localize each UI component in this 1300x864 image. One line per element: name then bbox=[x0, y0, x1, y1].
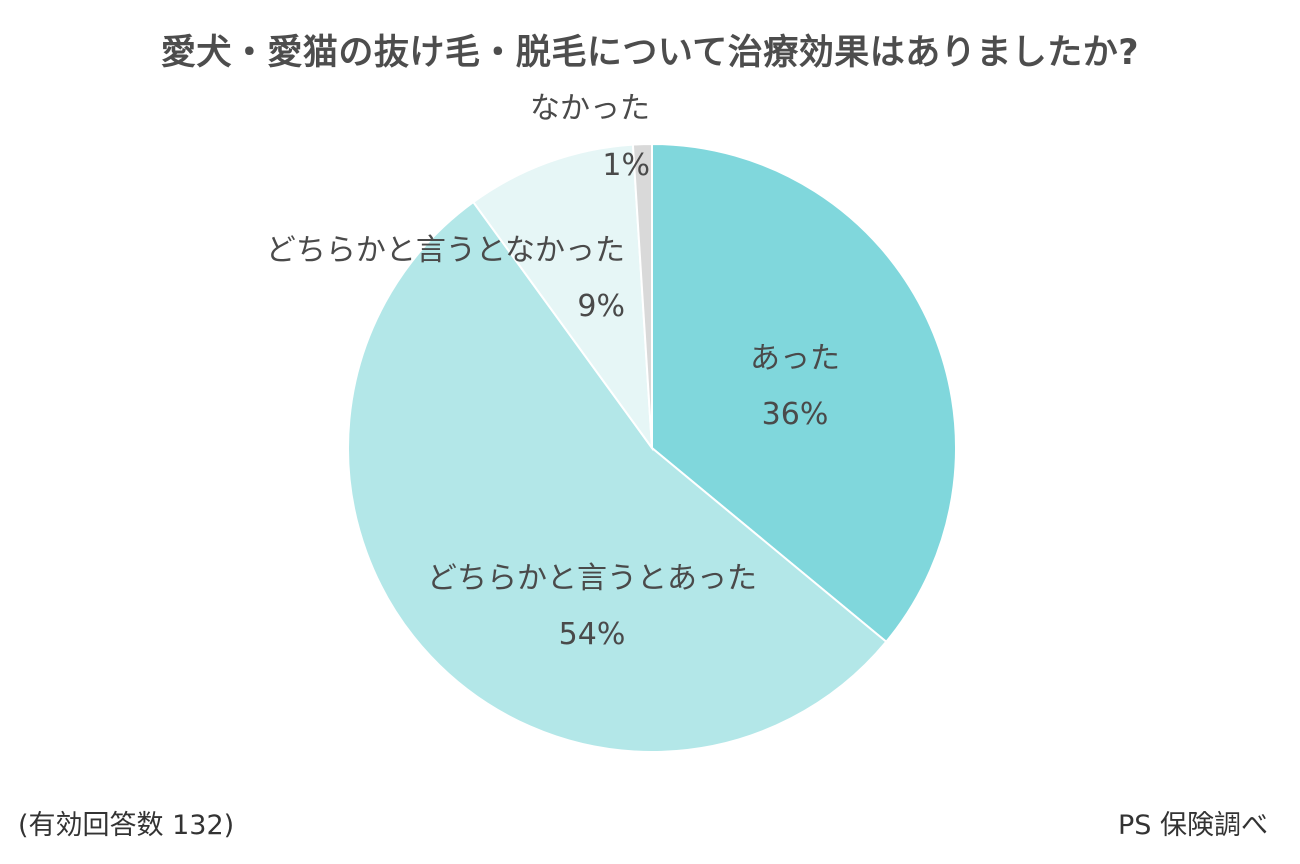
pie-slices bbox=[347, 142, 957, 753]
pie-labels: あった 36% どちらかと言うとあった 54% どちらかと言うとなかった 9% なかった 1% bbox=[266, 91, 840, 652]
slice-value-dochiraka-atta: 54% bbox=[559, 617, 626, 652]
slice-label-dochiraka-atta: どちらかと言うとあった bbox=[427, 561, 757, 596]
sample-size-note: (有効回答数 132) bbox=[18, 810, 235, 841]
slice-value-nakatta: 1% bbox=[602, 148, 650, 183]
source-note: PS 保険調べ bbox=[1117, 810, 1268, 841]
slice-label-atta: あった bbox=[750, 341, 840, 376]
pie-slice-atta bbox=[651, 142, 957, 644]
slice-label-nakatta: なかった bbox=[530, 91, 650, 126]
slice-label-dochiraka-nakatta: どちらかと言うとなかった bbox=[266, 233, 625, 268]
chart-title: 愛犬・愛猫の抜け毛・脱毛について治療効果はありましたか? bbox=[160, 33, 1140, 73]
pie-slice-nakatta bbox=[631, 142, 653, 449]
pie-slice-dochiraka-nakatta bbox=[471, 143, 654, 452]
pie-slice-dochiraka-atta bbox=[347, 200, 888, 753]
slice-value-atta: 36% bbox=[762, 397, 829, 432]
slice-value-dochiraka-nakatta: 9% bbox=[577, 289, 625, 324]
